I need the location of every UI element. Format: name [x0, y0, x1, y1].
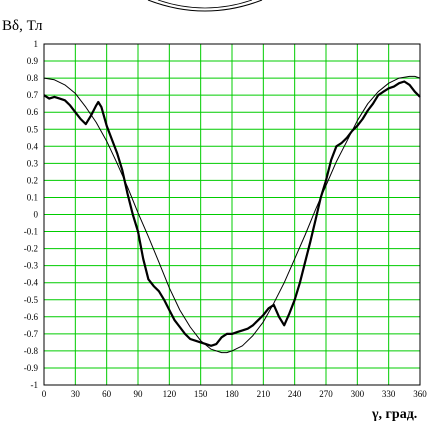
y-tick-label: 0.9 — [27, 56, 39, 66]
y-tick-label: -0.3 — [24, 261, 39, 271]
y-tick-label: 0.4 — [27, 141, 39, 151]
x-tick-label: 90 — [134, 389, 144, 399]
x-tick-label: 120 — [163, 389, 177, 399]
x-tick-label: 270 — [319, 389, 333, 399]
decorative-arc — [147, 0, 263, 12]
decorative-arc-inner — [157, 0, 253, 9]
y-tick-label: 0 — [34, 210, 39, 220]
series-group — [43, 75, 421, 354]
x-tick-label: 240 — [288, 389, 302, 399]
y-tick-label: -0.9 — [24, 363, 39, 373]
y-tick-label: -0.1 — [24, 227, 38, 237]
y-tick-label: 0.3 — [27, 158, 39, 168]
y-tick-label: -1 — [31, 380, 39, 390]
x-tick-labels: 0 30 60 90 120 150 180 210 240 270 300 330 360 — [42, 389, 428, 399]
y-tick-label: 0.1 — [27, 192, 38, 202]
x-tick-label: 300 — [351, 389, 365, 399]
plot-frame — [43, 43, 421, 386]
series-line-measured — [43, 80, 421, 347]
x-tick-label: 0 — [42, 389, 47, 399]
y-tick-label: -0.4 — [24, 278, 39, 288]
y-tick-label: -0.8 — [24, 346, 39, 356]
y-tick-label: 0.2 — [27, 175, 38, 185]
y-tick-label: -0.7 — [24, 329, 39, 339]
x-tick-label: 330 — [382, 389, 396, 399]
x-tick-label: 180 — [225, 389, 239, 399]
x-tick-label: 210 — [257, 389, 271, 399]
x-tick-label: 150 — [194, 389, 208, 399]
y-tick-label: 1 — [34, 39, 39, 49]
x-tick-label: 30 — [71, 389, 81, 399]
y-tick-label: -0.6 — [24, 312, 39, 322]
x-tick-label: 360 — [413, 389, 427, 399]
y-tick-label: 0.7 — [27, 90, 39, 100]
y-tick-label: 0.8 — [27, 73, 39, 83]
y-tick-label: 0.6 — [27, 107, 39, 117]
series-line-smooth — [43, 75, 421, 354]
x-axis-label: γ, град. — [371, 407, 417, 422]
y-axis-label: Bδ, Тл — [2, 18, 43, 34]
x-tick-label: 60 — [102, 389, 112, 399]
y-tick-labels: 1 0.9 0.8 0.7 0.6 0.5 0.4 0.3 0.2 0.1 0 -0.1 -0.2 -0.… — [24, 39, 39, 390]
y-tick-label: -0.5 — [24, 295, 39, 305]
y-tick-label: -0.2 — [24, 244, 38, 254]
y-tick-label: 0.5 — [27, 124, 39, 134]
